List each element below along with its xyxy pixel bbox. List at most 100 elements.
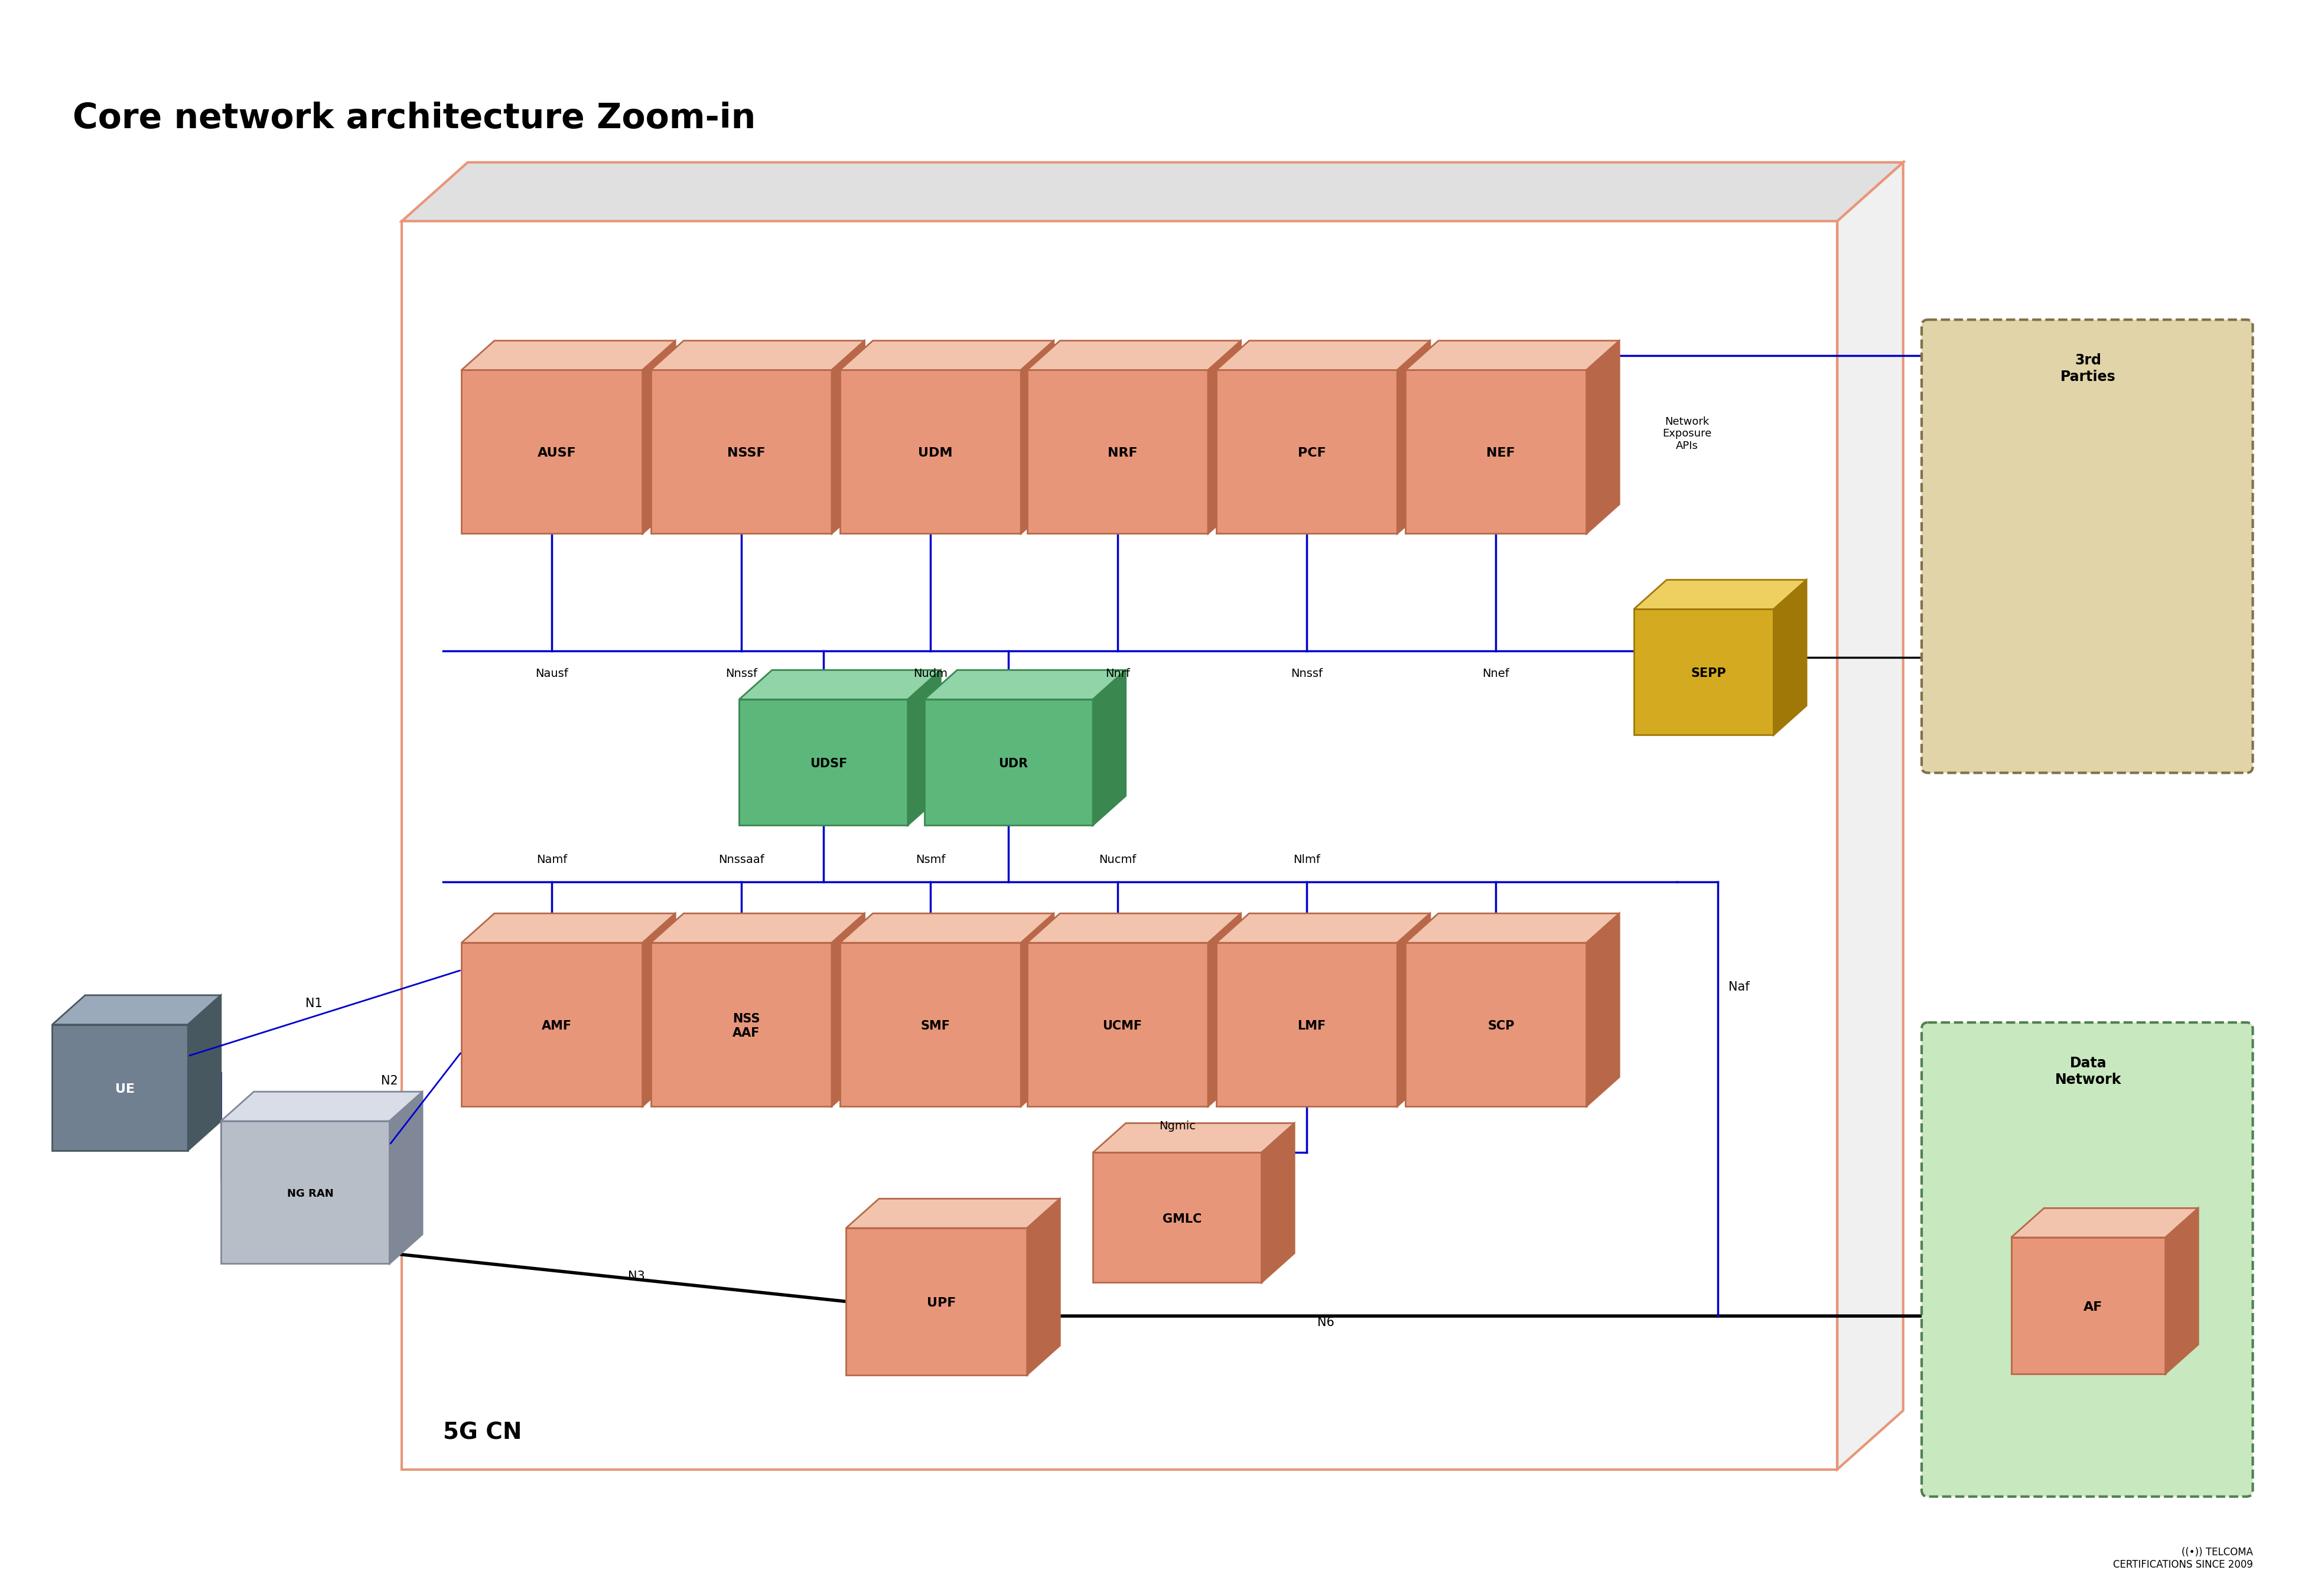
Polygon shape (1217, 370, 1397, 533)
Text: SCP: SCP (1487, 1020, 1514, 1033)
Text: LMF: LMF (1298, 1020, 1325, 1033)
Text: NG RAN: NG RAN (286, 1189, 334, 1199)
Polygon shape (846, 1199, 1060, 1227)
Text: Nlmf: Nlmf (1293, 854, 1321, 865)
Text: Nnef: Nnef (1482, 669, 1510, 680)
Polygon shape (740, 699, 908, 825)
Text: Nnrf: Nnrf (1104, 669, 1129, 680)
Text: UDSF: UDSF (809, 758, 848, 769)
Polygon shape (1773, 579, 1807, 736)
Text: Nsmf: Nsmf (915, 854, 945, 865)
Polygon shape (839, 943, 1021, 1106)
Polygon shape (650, 943, 832, 1106)
Text: Nnssf: Nnssf (1291, 669, 1323, 680)
Text: Nudm: Nudm (913, 669, 947, 680)
Text: Network
Exposure
APIs: Network Exposure APIs (1662, 417, 1713, 452)
Text: Naf: Naf (1729, 982, 1749, 993)
Text: N6: N6 (1316, 1317, 1335, 1328)
Polygon shape (2012, 1208, 2199, 1237)
Polygon shape (461, 943, 643, 1106)
Polygon shape (1586, 913, 1620, 1106)
Polygon shape (839, 340, 1053, 370)
Polygon shape (839, 913, 1053, 943)
Polygon shape (1397, 913, 1429, 1106)
Polygon shape (390, 1092, 422, 1264)
Polygon shape (53, 996, 221, 1025)
Polygon shape (1217, 913, 1429, 943)
Text: UDR: UDR (998, 758, 1028, 769)
Text: SEPP: SEPP (1692, 667, 1726, 680)
Polygon shape (924, 670, 1125, 699)
Polygon shape (839, 370, 1021, 533)
Polygon shape (650, 370, 832, 533)
Text: NEF: NEF (1487, 447, 1514, 460)
Text: UE: UE (115, 1084, 134, 1095)
Polygon shape (846, 1227, 1028, 1374)
Polygon shape (1837, 163, 1904, 1470)
Text: ((•)) TELCOMA
CERTIFICATIONS SINCE 2009: ((•)) TELCOMA CERTIFICATIONS SINCE 2009 (2114, 1547, 2252, 1570)
Polygon shape (1028, 340, 1240, 370)
Polygon shape (1208, 913, 1240, 1106)
Polygon shape (461, 913, 675, 943)
Polygon shape (643, 340, 675, 533)
Polygon shape (461, 370, 643, 533)
Polygon shape (1028, 370, 1208, 533)
Text: 3rd
Parties: 3rd Parties (2061, 353, 2116, 385)
Polygon shape (924, 699, 1093, 825)
Text: Nausf: Nausf (535, 669, 569, 680)
Polygon shape (1021, 913, 1053, 1106)
Polygon shape (1397, 340, 1429, 533)
Polygon shape (1406, 943, 1586, 1106)
Text: UCMF: UCMF (1102, 1020, 1143, 1033)
Polygon shape (2012, 1237, 2164, 1374)
Polygon shape (461, 340, 675, 370)
Text: 5G CN: 5G CN (443, 1422, 521, 1444)
Text: Data
Network: Data Network (2056, 1057, 2121, 1087)
Text: N2: N2 (380, 1076, 399, 1087)
Polygon shape (221, 1120, 390, 1264)
Text: Namf: Namf (537, 854, 567, 865)
Polygon shape (401, 163, 1904, 222)
Polygon shape (832, 340, 864, 533)
Text: AMF: AMF (542, 1020, 572, 1033)
Polygon shape (189, 996, 221, 1151)
FancyBboxPatch shape (1922, 319, 2252, 772)
Polygon shape (53, 1025, 189, 1151)
Text: AUSF: AUSF (537, 447, 576, 460)
Polygon shape (1021, 340, 1053, 533)
Polygon shape (650, 913, 864, 943)
Polygon shape (1093, 1152, 1261, 1283)
Polygon shape (1586, 340, 1620, 533)
Polygon shape (1028, 943, 1208, 1106)
Text: AF: AF (2084, 1301, 2102, 1314)
Text: SMF: SMF (920, 1020, 950, 1033)
Text: Nnssaaf: Nnssaaf (719, 854, 765, 865)
Text: NRF: NRF (1106, 447, 1136, 460)
Polygon shape (1208, 340, 1240, 533)
Polygon shape (1217, 943, 1397, 1106)
Polygon shape (1093, 670, 1125, 825)
Polygon shape (2164, 1208, 2199, 1374)
Polygon shape (1406, 340, 1620, 370)
Polygon shape (832, 913, 864, 1106)
Polygon shape (1028, 1199, 1060, 1374)
Polygon shape (1028, 913, 1240, 943)
Polygon shape (221, 1092, 422, 1120)
Polygon shape (643, 913, 675, 1106)
Polygon shape (1217, 340, 1429, 370)
Polygon shape (1261, 1124, 1295, 1283)
Text: N3: N3 (627, 1270, 645, 1282)
Polygon shape (650, 340, 864, 370)
Polygon shape (1093, 1124, 1295, 1152)
Text: UPF: UPF (927, 1298, 957, 1309)
Polygon shape (908, 670, 940, 825)
Polygon shape (1406, 913, 1620, 943)
Polygon shape (1634, 610, 1773, 736)
Text: NSS
AAF: NSS AAF (733, 1013, 761, 1039)
Polygon shape (1634, 579, 1807, 610)
Text: Ngmic: Ngmic (1159, 1120, 1196, 1132)
Text: Nucmf: Nucmf (1099, 854, 1136, 865)
Polygon shape (740, 670, 940, 699)
Text: GMLC: GMLC (1162, 1213, 1201, 1226)
Text: Core network architecture Zoom-in: Core network architecture Zoom-in (74, 102, 756, 136)
